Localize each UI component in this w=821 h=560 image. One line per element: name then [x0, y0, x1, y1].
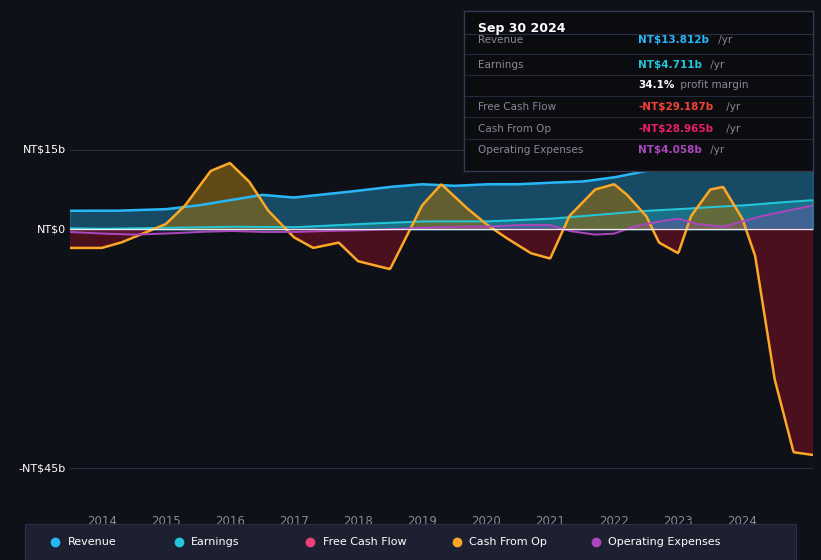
Text: /yr: /yr: [715, 35, 732, 45]
Text: Cash From Op: Cash From Op: [478, 124, 551, 133]
Text: Operating Expenses: Operating Expenses: [478, 145, 583, 155]
Text: NT$4.711b: NT$4.711b: [639, 60, 702, 69]
Text: /yr: /yr: [708, 145, 725, 155]
Text: Operating Expenses: Operating Expenses: [608, 537, 721, 547]
Text: NT$13.812b: NT$13.812b: [639, 35, 709, 45]
Text: Revenue: Revenue: [478, 35, 523, 45]
Text: -NT$29.187b: -NT$29.187b: [639, 102, 713, 112]
Text: Earnings: Earnings: [191, 537, 240, 547]
Text: /yr: /yr: [722, 102, 740, 112]
Text: Free Cash Flow: Free Cash Flow: [478, 102, 556, 112]
Text: 34.1%: 34.1%: [639, 81, 675, 90]
Text: Earnings: Earnings: [478, 60, 523, 69]
Text: Revenue: Revenue: [68, 537, 117, 547]
Text: profit margin: profit margin: [677, 81, 748, 90]
Text: NT$0: NT$0: [37, 225, 66, 234]
Text: NT$15b: NT$15b: [23, 144, 66, 155]
Text: Sep 30 2024: Sep 30 2024: [478, 22, 566, 35]
Text: -NT$28.965b: -NT$28.965b: [639, 124, 713, 133]
Text: Free Cash Flow: Free Cash Flow: [323, 537, 406, 547]
Text: /yr: /yr: [722, 124, 740, 133]
Text: NT$4.058b: NT$4.058b: [639, 145, 702, 155]
Text: Cash From Op: Cash From Op: [469, 537, 547, 547]
Text: -NT$45b: -NT$45b: [19, 463, 66, 473]
Text: /yr: /yr: [708, 60, 725, 69]
